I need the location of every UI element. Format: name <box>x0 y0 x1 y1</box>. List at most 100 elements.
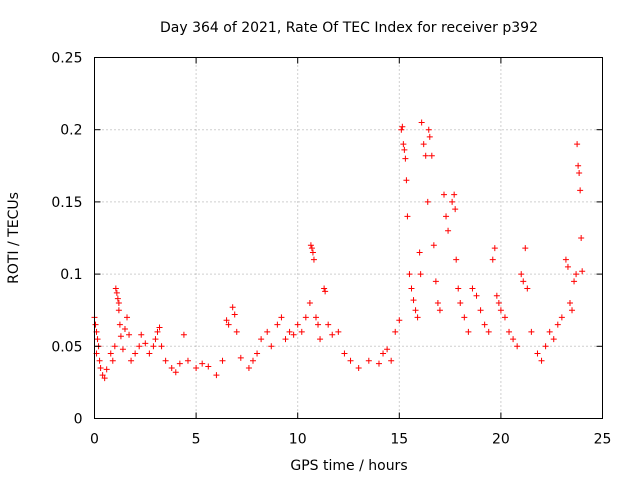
data-point <box>341 350 348 357</box>
data-point <box>138 331 145 338</box>
y-axis-label: ROTI / TECUs <box>6 192 22 284</box>
data-point <box>322 288 329 295</box>
data-point <box>180 331 187 338</box>
data-point <box>406 271 413 278</box>
data-point <box>453 256 460 263</box>
data-point <box>420 141 427 148</box>
data-point <box>92 321 99 328</box>
data-point <box>278 314 285 321</box>
data-point <box>274 321 281 328</box>
data-point <box>430 242 437 249</box>
data-point <box>558 314 565 321</box>
data-point <box>205 363 212 370</box>
data-point <box>465 328 472 335</box>
data-point <box>94 336 101 343</box>
y-tick-label: 0.25 <box>51 51 82 67</box>
data-point <box>199 360 206 367</box>
data-point <box>115 307 122 314</box>
data-point <box>522 245 529 252</box>
data-point <box>424 198 431 205</box>
data-point <box>219 357 226 364</box>
data-point <box>520 278 527 285</box>
data-point <box>575 162 582 169</box>
data-point <box>136 343 143 350</box>
data-point <box>156 324 163 331</box>
data-point <box>562 256 569 263</box>
data-point <box>566 299 573 306</box>
data-point <box>546 328 553 335</box>
data-point <box>554 321 561 328</box>
data-point <box>441 191 448 198</box>
y-tick-label: 0.1 <box>60 267 82 283</box>
data-point <box>375 360 382 367</box>
data-point <box>152 336 159 343</box>
data-point <box>432 278 439 285</box>
data-point <box>365 357 372 364</box>
data-point <box>142 340 149 347</box>
data-point <box>451 191 458 198</box>
data-point <box>578 235 585 241</box>
data-point <box>312 314 319 321</box>
data-point <box>428 152 435 159</box>
data-point <box>425 126 432 133</box>
data-point <box>452 206 459 213</box>
data-point <box>491 245 498 252</box>
data-point <box>97 364 104 371</box>
data-point <box>176 360 183 367</box>
data-points <box>91 119 586 382</box>
data-point <box>355 364 362 371</box>
data-point <box>398 126 405 133</box>
data-point <box>414 314 421 321</box>
y-tick-label: 0 <box>74 412 83 428</box>
data-point <box>485 328 492 335</box>
x-tick-label: 20 <box>492 432 510 448</box>
data-point <box>542 343 549 350</box>
data-point <box>107 350 114 357</box>
data-point <box>510 336 517 343</box>
data-point <box>410 297 417 304</box>
data-point <box>434 299 441 306</box>
data-point <box>116 321 123 328</box>
data-point <box>449 198 456 205</box>
data-point <box>113 289 120 296</box>
data-point <box>399 123 406 130</box>
data-point <box>154 328 161 335</box>
x-tick-label: 10 <box>289 432 307 448</box>
data-point <box>497 307 504 314</box>
grid-lines <box>94 57 603 419</box>
data-point <box>168 364 175 371</box>
y-tick-label: 0.05 <box>51 339 82 355</box>
data-point <box>457 299 464 306</box>
data-point <box>321 285 328 292</box>
data-point <box>229 304 236 311</box>
data-point <box>258 336 265 343</box>
data-point <box>481 321 488 328</box>
data-point <box>119 346 126 353</box>
data-point <box>335 328 342 335</box>
data-point <box>308 245 315 252</box>
x-tick-labels: 0 5 10 15 20 25 <box>90 432 611 448</box>
data-point <box>117 333 124 340</box>
data-point <box>579 268 586 275</box>
data-point <box>115 299 122 306</box>
data-point <box>417 271 424 278</box>
data-point <box>461 314 468 321</box>
data-point <box>233 328 240 335</box>
data-point <box>388 357 395 364</box>
data-point <box>404 213 411 220</box>
data-point <box>282 336 289 343</box>
y-tick-label: 0.2 <box>60 123 82 139</box>
data-point <box>445 227 452 234</box>
data-point <box>302 314 309 321</box>
data-point <box>245 364 252 371</box>
data-point <box>495 299 502 306</box>
data-point <box>128 357 135 364</box>
x-tick-label: 15 <box>390 432 408 448</box>
data-point <box>126 331 133 338</box>
data-point <box>146 350 153 357</box>
data-point <box>401 146 408 153</box>
data-point <box>329 331 336 338</box>
data-point <box>298 328 305 335</box>
data-point <box>325 321 332 328</box>
data-point <box>237 354 244 361</box>
